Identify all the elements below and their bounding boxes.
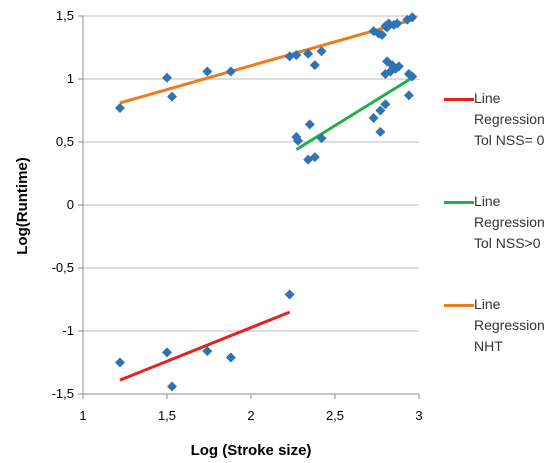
data-point-green bbox=[380, 99, 391, 110]
data-point-orange bbox=[407, 12, 418, 23]
data-point-green bbox=[293, 135, 304, 146]
data-point-orange bbox=[291, 50, 302, 61]
data-point-green bbox=[316, 133, 327, 144]
data-point-red bbox=[202, 346, 213, 357]
data-point-green bbox=[304, 119, 315, 130]
data-point-orange bbox=[162, 72, 172, 83]
data-point-green bbox=[375, 105, 386, 116]
trend-line-green bbox=[295, 76, 414, 151]
data-point-orange bbox=[202, 66, 213, 77]
legend-label-red: Line Regression Tol NSS= 0 bbox=[474, 90, 545, 148]
legend-swatch-orange bbox=[444, 304, 474, 307]
data-point-red bbox=[114, 357, 125, 368]
data-point-red bbox=[284, 289, 295, 300]
legend-item-green: Line Regression Tol NSS>0 bbox=[440, 185, 558, 288]
data-point-green bbox=[368, 113, 379, 124]
data-point-orange bbox=[392, 18, 403, 29]
data-point-green bbox=[393, 61, 404, 72]
tick-labels: 1,5 1 0,5 0 -0,5 -1 -1,5 1 1,5 2 2,5 3 bbox=[52, 8, 423, 423]
y-tick-label: 0 bbox=[67, 197, 74, 212]
data-point-orange bbox=[377, 29, 388, 40]
data-point-orange bbox=[316, 46, 327, 57]
data-point-orange bbox=[114, 102, 125, 113]
x-axis-title: Log (Stroke size) bbox=[191, 442, 312, 459]
legend-label-green: Line Regression Tol NSS>0 bbox=[474, 193, 545, 251]
legend-item-orange: Line Regression NHT bbox=[440, 288, 558, 391]
x-tick-label: 3 bbox=[415, 408, 422, 423]
y-tick-label: -0,5 bbox=[52, 260, 74, 275]
data-point-red bbox=[225, 352, 236, 363]
data-point-red bbox=[162, 347, 172, 358]
trend-line-orange bbox=[119, 18, 413, 105]
data-point-green bbox=[407, 71, 418, 82]
x-tick-label: 2,5 bbox=[326, 408, 344, 423]
y-tick-label: -1 bbox=[62, 323, 74, 338]
data-point-green bbox=[375, 126, 386, 137]
legend-label-orange: Line Regression NHT bbox=[474, 296, 545, 354]
data-points bbox=[114, 12, 418, 392]
legend-swatch-red bbox=[444, 98, 474, 101]
data-point-orange bbox=[225, 66, 236, 77]
legend: Line Regression Tol NSS= 0 Line Regressi… bbox=[440, 82, 558, 391]
trend-lines bbox=[119, 18, 414, 382]
axes bbox=[78, 15, 420, 399]
y-tick-label: 1 bbox=[67, 71, 74, 86]
data-point-orange bbox=[284, 51, 295, 62]
y-tick-label: 1,5 bbox=[56, 8, 74, 23]
x-tick-label: 2 bbox=[247, 408, 254, 423]
y-axis-title: Log(Runtime) bbox=[14, 157, 31, 254]
data-point-orange bbox=[309, 60, 320, 71]
y-tick-label: 0,5 bbox=[56, 134, 74, 149]
x-tick-label: 1 bbox=[79, 408, 86, 423]
data-point-red bbox=[167, 381, 178, 392]
data-point-orange bbox=[303, 48, 314, 59]
trend-line-red bbox=[119, 310, 291, 382]
data-point-green bbox=[309, 152, 320, 163]
legend-item-red: Line Regression Tol NSS= 0 bbox=[440, 82, 558, 185]
gridlines bbox=[83, 15, 419, 395]
data-point-green bbox=[403, 90, 414, 101]
x-tick-label: 1,5 bbox=[158, 408, 176, 423]
legend-swatch-green bbox=[444, 201, 474, 204]
y-tick-label: -1,5 bbox=[52, 386, 74, 401]
data-point-orange bbox=[167, 91, 178, 102]
